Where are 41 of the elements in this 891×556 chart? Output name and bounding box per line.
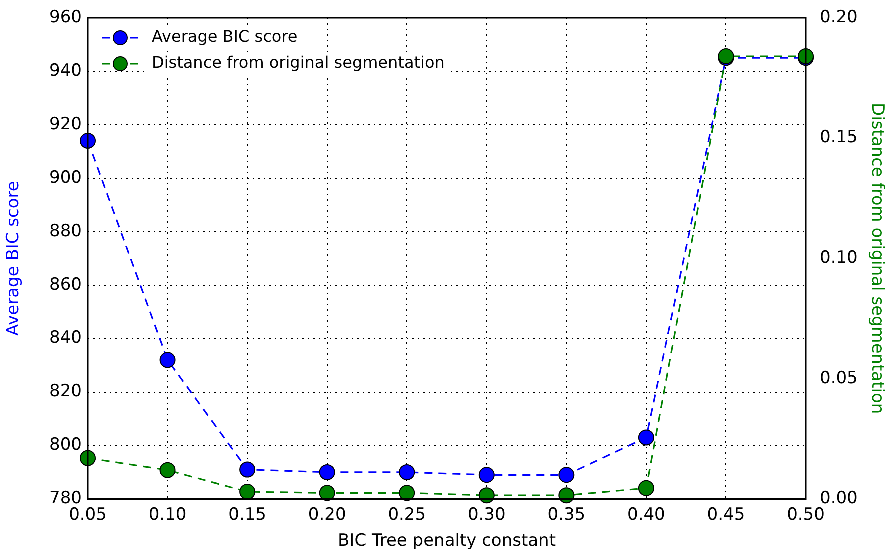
y-tick-label: 860 [50,274,82,295]
point [638,480,654,496]
y-tick-label: 880 [50,221,82,242]
x-tick-label: 0.15 [228,504,266,525]
point [319,485,336,502]
legend-label: Distance from original segmentation [152,53,445,72]
y-tick-label: 820 [50,382,82,402]
point [558,488,575,504]
y2-tick-label: 0.10 [820,248,858,268]
y-tick-label: 900 [50,168,82,188]
point [160,462,176,478]
y2-tick-label: 0.05 [820,368,858,388]
point [638,430,654,446]
x-tick-label: 0.20 [308,504,346,525]
y-axis-title: Average BIC score [4,181,24,336]
x-tick-label: 0.35 [548,504,586,525]
x-axis-title: BIC Tree penalty constant [338,531,556,552]
x-tick-label: 0.05 [69,504,107,525]
x-tick-label: 0.25 [388,504,426,525]
point [558,467,575,484]
y2-tick-label: 0.15 [820,128,858,148]
x-tick-label: 0.40 [628,504,666,525]
y-tick-label: 960 [50,7,82,28]
point [240,462,256,478]
y2-tick-label: 0.20 [820,7,858,28]
y2-axis-title: Distance from original segmentation [867,103,888,414]
point [160,352,176,368]
y-tick-label: 800 [50,435,82,456]
y-tick-label: 920 [50,114,82,134]
point [319,464,336,480]
legend-label: Average BIC score [152,27,298,46]
x-tick-label: 0.30 [468,504,506,525]
point [240,484,256,500]
point [399,485,416,502]
x-tick-label: 0.45 [707,504,746,525]
x-tick-label: 0.10 [148,504,187,525]
point [399,464,416,480]
y-tick-label: 840 [50,328,82,348]
point [478,467,495,484]
point [478,488,495,504]
y-tick-label: 940 [50,60,82,81]
